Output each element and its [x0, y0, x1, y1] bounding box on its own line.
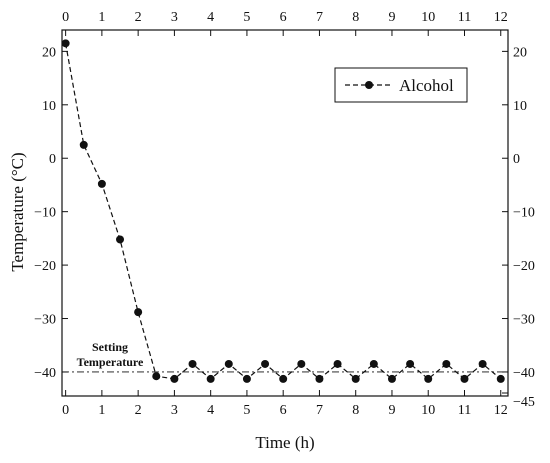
x-tick-label-bottom: 3 — [171, 403, 178, 418]
data-point — [261, 359, 270, 368]
x-tick-label-bottom: 8 — [352, 403, 359, 418]
y-tick-label-left: −20 — [34, 259, 56, 274]
data-point — [496, 374, 505, 383]
plot-frame — [61, 29, 509, 397]
y-tick-label-right: 10 — [513, 99, 527, 114]
y-tick-label-right: −30 — [513, 313, 535, 328]
data-point — [297, 359, 306, 368]
x-tick-label-top: 8 — [352, 10, 359, 25]
x-tick-label-top: 3 — [171, 10, 178, 25]
series-layer — [61, 39, 505, 383]
data-point — [206, 374, 215, 383]
x-tick-label-bottom: 1 — [98, 403, 105, 418]
x-tick-label-top: 12 — [494, 10, 508, 25]
data-point — [406, 359, 415, 368]
axis-ticks: 0011223344556677889910101111121220100−10… — [34, 10, 535, 418]
x-tick-label-top: 2 — [135, 10, 142, 25]
y-tick-label-right: −20 — [513, 259, 535, 274]
x-tick-label-top: 10 — [421, 10, 435, 25]
data-point — [79, 140, 88, 149]
y-axis-title: Temperature (°C) — [8, 152, 27, 271]
y-tick-label-left: 20 — [42, 45, 56, 60]
legend-marker — [365, 81, 373, 89]
x-tick-label-bottom: 9 — [388, 403, 395, 418]
data-point — [242, 374, 251, 383]
y-tick-label-right: 0 — [513, 152, 520, 167]
legend: Alcohol — [334, 67, 468, 103]
data-point — [116, 235, 125, 244]
x-tick-label-top: 0 — [62, 10, 69, 25]
x-tick-label-top: 11 — [458, 10, 471, 25]
data-point — [188, 359, 197, 368]
data-point — [351, 374, 360, 383]
data-point — [333, 359, 342, 368]
data-point — [424, 374, 433, 383]
data-point — [279, 374, 288, 383]
y-tick-label-left: 0 — [49, 152, 56, 167]
x-tick-label-top: 1 — [98, 10, 105, 25]
x-tick-label-bottom: 6 — [280, 403, 287, 418]
x-tick-label-bottom: 10 — [421, 403, 435, 418]
x-tick-label-bottom: 5 — [243, 403, 250, 418]
data-point — [97, 179, 106, 188]
y-tick-label-left: −40 — [34, 366, 56, 381]
x-tick-label-top: 4 — [207, 10, 214, 25]
data-point — [387, 374, 396, 383]
y-tick-label-right: −45 — [513, 395, 535, 410]
y-tick-label-right: −10 — [513, 206, 535, 221]
y-tick-label-left: −30 — [34, 313, 56, 328]
data-point — [460, 374, 469, 383]
x-tick-label-top: 6 — [280, 10, 287, 25]
y-tick-label-left: 10 — [42, 99, 56, 114]
x-tick-label-bottom: 12 — [494, 403, 508, 418]
y-tick-label-right: −40 — [513, 366, 535, 381]
data-point — [61, 39, 70, 48]
annotation-setting: Setting — [92, 340, 128, 354]
data-point — [478, 359, 487, 368]
x-tick-label-bottom: 4 — [207, 403, 214, 418]
x-axis-title: Time (h) — [255, 433, 314, 452]
data-point — [315, 374, 324, 383]
x-tick-label-bottom: 2 — [135, 403, 142, 418]
x-tick-label-bottom: 7 — [316, 403, 323, 418]
x-tick-label-bottom: 11 — [458, 403, 471, 418]
x-tick-label-top: 7 — [316, 10, 323, 25]
data-point — [170, 374, 179, 383]
annotation-temperature: Temperature — [77, 355, 144, 369]
x-tick-label-bottom: 0 — [62, 403, 69, 418]
y-tick-label-left: −10 — [34, 206, 56, 221]
data-point — [369, 359, 378, 368]
legend-label-alcohol: Alcohol — [399, 76, 454, 95]
x-tick-label-top: 9 — [388, 10, 395, 25]
data-point — [224, 359, 233, 368]
data-point — [134, 308, 143, 317]
x-tick-label-top: 5 — [243, 10, 250, 25]
data-point — [442, 359, 451, 368]
y-tick-label-right: 20 — [513, 45, 527, 60]
data-point — [152, 372, 161, 381]
